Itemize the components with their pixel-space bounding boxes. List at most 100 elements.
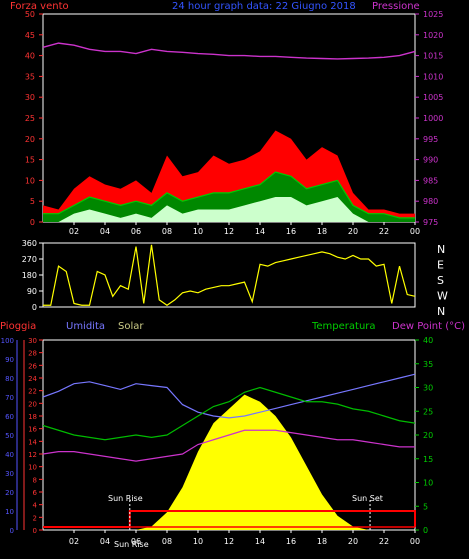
pressure-axis-title: Pressione xyxy=(372,1,420,12)
rain-tick-label: 10 xyxy=(28,464,37,472)
rain-tick-label: 16 xyxy=(28,426,37,434)
pressure-tick-label: 995 xyxy=(423,135,438,144)
bottom-x-tick-label: 22 xyxy=(379,537,389,546)
humidity-tick-label: 0 xyxy=(10,527,14,535)
compass-letter: W xyxy=(437,290,448,303)
direction-tick-label: 270 xyxy=(22,255,37,264)
direction-tick-label: 90 xyxy=(27,287,37,296)
wind-x-tick-label: 14 xyxy=(255,227,265,236)
direction-tick-label: 0 xyxy=(32,303,37,312)
pressure-tick-label: 980 xyxy=(423,197,438,206)
compass-letter: S xyxy=(437,274,444,287)
rain-tick-label: 8 xyxy=(33,476,37,484)
direction-tick-label: 360 xyxy=(22,239,37,248)
rain-tick-label: 28 xyxy=(28,350,37,358)
bottom-x-tick-label: 14 xyxy=(255,537,265,546)
bottom-x-tick-label: 16 xyxy=(286,537,296,546)
rain-tick-label: 14 xyxy=(28,438,37,446)
temperature-axis-title: Temperatura xyxy=(312,321,376,332)
wind-x-tick-label: 22 xyxy=(379,227,389,236)
humidity-tick-label: 20 xyxy=(5,489,14,497)
bottom-x-tick-label: 00 xyxy=(410,537,420,546)
humidity-tick-label: 70 xyxy=(5,394,14,402)
wind-tick-label: 5 xyxy=(30,197,35,206)
temp-tick-label: 30 xyxy=(423,384,433,393)
rain-tick-label: 12 xyxy=(28,451,37,459)
humidity-tick-label: 10 xyxy=(5,508,14,516)
humidity-tick-label: 30 xyxy=(5,470,14,478)
compass-letter: N xyxy=(437,305,445,318)
rain-tick-label: 2 xyxy=(33,514,37,522)
wind-tick-label: 15 xyxy=(25,156,35,165)
dewpoint-line xyxy=(42,429,415,462)
dewpoint-axis-title: Dew Point (°C) xyxy=(392,321,466,332)
temp-tick-label: 20 xyxy=(423,431,433,440)
wind-tick-label: 40 xyxy=(25,52,35,61)
bottom-x-tick-label: 20 xyxy=(348,537,358,546)
humidity-tick-label: 90 xyxy=(5,356,14,364)
direction-tick-label: 180 xyxy=(22,271,37,280)
wind-x-tick-label: 04 xyxy=(100,227,110,236)
bottom-x-tick-label: 08 xyxy=(162,537,172,546)
wind-x-tick-label: 08 xyxy=(162,227,172,236)
rain-axis-title: Pioggia xyxy=(0,321,37,332)
wind-tick-label: 50 xyxy=(25,10,35,19)
temp-tick-label: 35 xyxy=(423,360,433,369)
temp-tick-label: 0 xyxy=(423,526,428,535)
compass-letter: N xyxy=(437,243,445,256)
bottom-x-tick-label: 12 xyxy=(224,537,234,546)
rain-tick-label: 26 xyxy=(28,362,37,370)
wind-tick-label: 35 xyxy=(25,72,35,81)
rain-tick-label: 4 xyxy=(33,502,38,510)
wind-tick-label: 20 xyxy=(25,135,35,144)
rain-tick-label: 0 xyxy=(33,527,37,535)
humidity-axis-title: Umidita xyxy=(66,321,106,332)
humidity-line xyxy=(42,373,416,419)
wind-x-tick-label: 06 xyxy=(131,227,141,236)
wind-x-tick-label: 02 xyxy=(69,227,79,236)
temp-tick-label: 25 xyxy=(423,407,433,416)
wind-x-tick-label: 00 xyxy=(410,227,420,236)
wind-tick-label: 10 xyxy=(25,176,35,185)
wind-tick-label: 25 xyxy=(25,114,35,123)
wind-avg-line xyxy=(43,171,415,219)
pressure-tick-label: 990 xyxy=(423,156,438,165)
pressure-tick-label: 975 xyxy=(423,218,438,227)
wind-x-tick-label: 10 xyxy=(193,227,203,236)
pressure-tick-label: 1020 xyxy=(423,31,443,40)
humidity-tick-label: 100 xyxy=(1,337,14,345)
rain-tick-label: 22 xyxy=(28,388,37,396)
pressure-tick-label: 985 xyxy=(423,176,438,185)
pressure-line xyxy=(42,42,416,60)
sun-daylight-marker xyxy=(43,510,416,528)
wind-min-area xyxy=(43,197,415,222)
pressure-tick-label: 1000 xyxy=(423,114,443,123)
pressure-tick-label: 1010 xyxy=(423,72,443,81)
temp-tick-label: 10 xyxy=(423,479,433,488)
bottom-x-tick-label: 02 xyxy=(69,537,79,546)
rain-tick-label: 18 xyxy=(28,413,37,421)
bottom-x-tick-label: 18 xyxy=(317,537,327,546)
pressure-tick-label: 1015 xyxy=(423,52,443,61)
solar-area xyxy=(136,394,369,530)
pressure-tick-label: 1005 xyxy=(423,93,443,102)
sunrise-label: Sun Rise xyxy=(108,494,143,503)
humidity-tick-label: 50 xyxy=(5,432,14,440)
sunrise-axis-label: Sun Rise xyxy=(114,540,149,549)
wind-x-tick-label: 20 xyxy=(348,227,358,236)
wind-tick-label: 0 xyxy=(30,218,35,227)
solar-axis-title: Solar xyxy=(118,321,144,332)
wind-x-tick-label: 12 xyxy=(224,227,234,236)
temperature-line xyxy=(42,386,416,441)
wind-x-tick-label: 18 xyxy=(317,227,327,236)
rain-tick-label: 30 xyxy=(28,337,37,345)
temp-tick-label: 15 xyxy=(423,455,433,464)
wind-direction-line xyxy=(43,244,416,306)
wind-x-tick-label: 16 xyxy=(286,227,296,236)
wind-tick-label: 30 xyxy=(25,93,35,102)
sunset-label: Sun Set xyxy=(352,494,383,503)
humidity-tick-label: 40 xyxy=(5,451,14,459)
humidity-tick-label: 60 xyxy=(5,413,14,421)
